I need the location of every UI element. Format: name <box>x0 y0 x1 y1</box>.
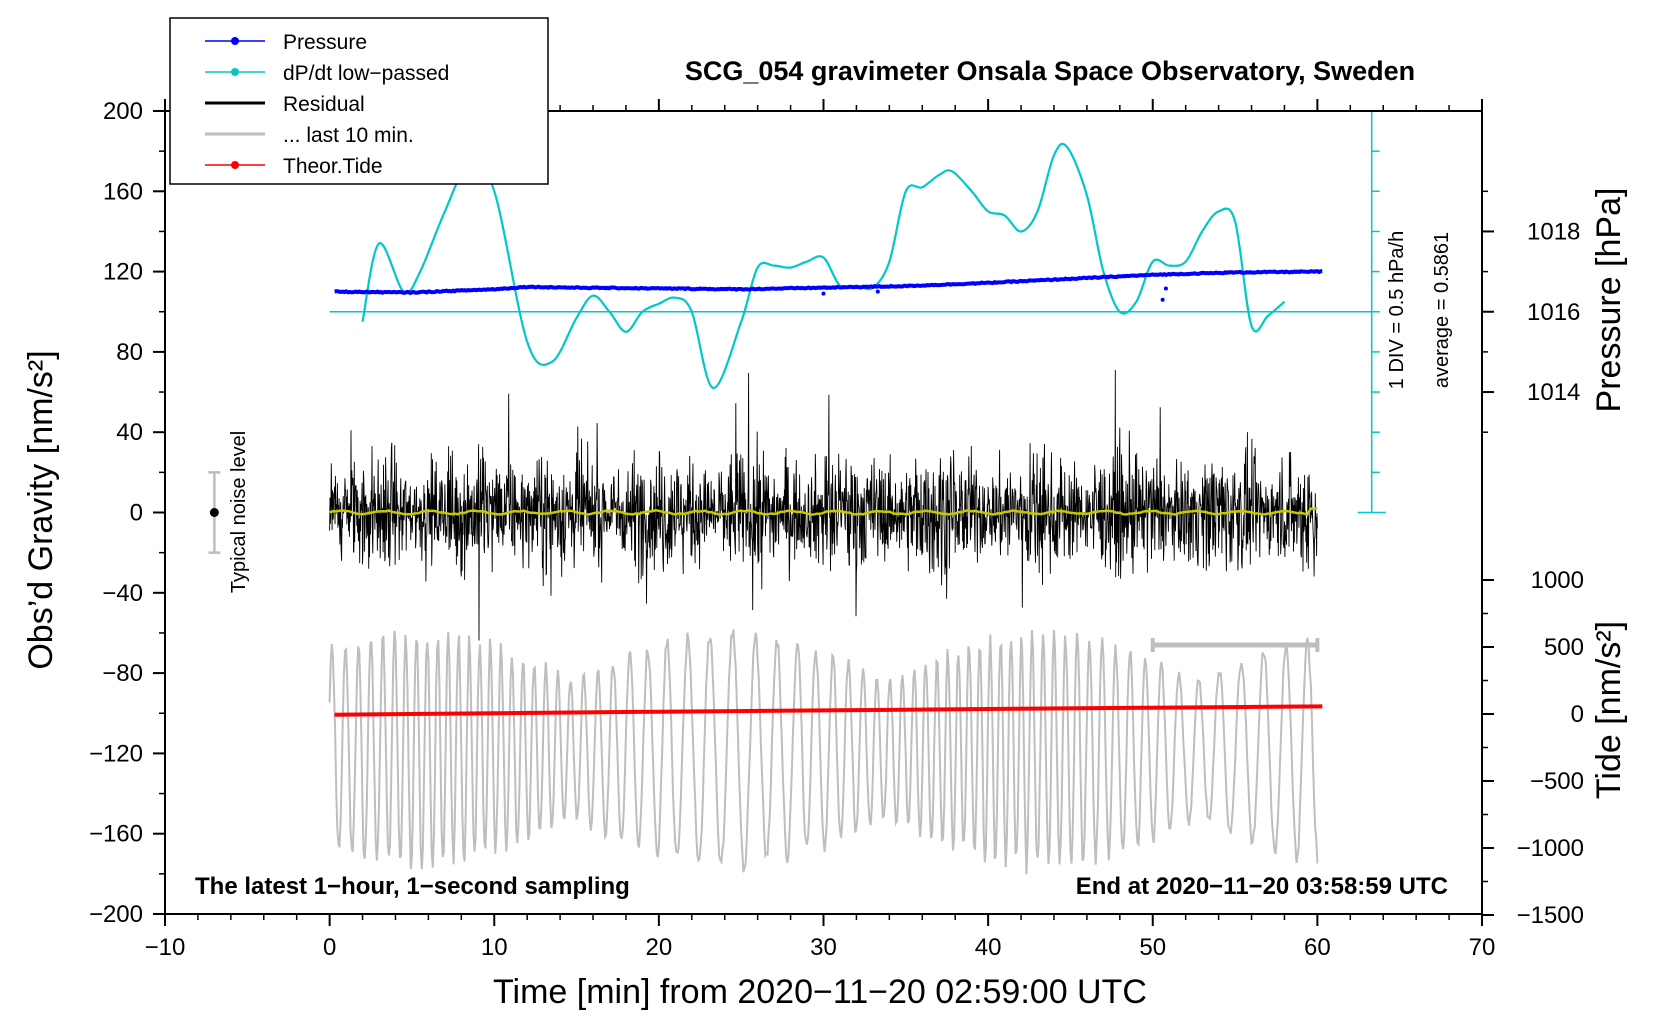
y-tick-label: 200 <box>103 98 143 125</box>
end-time-annotation: End at 2020−11−20 03:58:59 UTC <box>1076 873 1448 900</box>
legend-marker <box>231 161 239 169</box>
x-axis-title: Time [min] from 2020−11−20 02:59:00 UTC <box>493 973 1147 1011</box>
legend-label: Residual <box>283 93 365 116</box>
tide-tick-label: −1000 <box>1517 835 1584 862</box>
legend-marker <box>231 37 239 45</box>
x-tick-label: 0 <box>323 934 336 961</box>
pressure-tick-label: 1016 <box>1527 299 1580 326</box>
chart-title: SCG_054 gravimeter Onsala Space Observat… <box>685 56 1415 86</box>
y-tick-label: −40 <box>102 580 143 607</box>
y-tick-label: 120 <box>103 259 143 286</box>
tide-tick-label: 1000 <box>1531 567 1584 594</box>
tide-tick-label: 0 <box>1571 701 1584 728</box>
residual-trace <box>329 369 1318 641</box>
pressure-outlier <box>875 289 880 294</box>
tide-trace <box>334 704 1323 717</box>
legend-box <box>169 17 549 185</box>
pressure-trace <box>334 269 1323 296</box>
tide-tick-label: 500 <box>1544 634 1584 661</box>
x-tick-label: 20 <box>646 934 673 961</box>
y-tick-label: 40 <box>116 419 143 446</box>
residual-lowpass-trace <box>329 506 1318 516</box>
sampling-annotation: The latest 1−hour, 1−second sampling <box>195 873 630 900</box>
pressure-tick-label: 1014 <box>1527 379 1580 406</box>
tide-tick-label: −1500 <box>1517 902 1584 929</box>
y-tick-label: −80 <box>102 660 143 687</box>
y-tick-label: −200 <box>89 901 143 928</box>
legend-label: Theor.Tide <box>283 155 383 178</box>
y-tick-label: 160 <box>103 178 143 205</box>
x-tick-label: 40 <box>975 934 1002 961</box>
x-tick-label: 70 <box>1469 934 1496 961</box>
pressure-outlier <box>821 291 826 296</box>
y-axis-title-tide: Tide [nm/s²] <box>1590 621 1628 799</box>
y-axis-title-pressure: Pressure [hPa] <box>1590 188 1628 413</box>
y-tick-label: 80 <box>116 339 143 366</box>
y-axis-title-left: Obs’d Gravity [nm/s²] <box>22 350 60 669</box>
legend-label: ... last 10 min. <box>283 124 414 147</box>
last-10-min-trace <box>328 629 1319 875</box>
legend-label: Pressure <box>283 31 367 54</box>
average-label: average = 0.5861 <box>1431 232 1453 388</box>
pressure-outlier <box>1163 286 1168 291</box>
tide-tick-label: −500 <box>1530 768 1584 795</box>
noise-bar-dot <box>209 508 219 517</box>
div-scale-label: 1 DIV = 0.5 hPa/h <box>1386 231 1408 389</box>
legend-marker <box>231 68 239 76</box>
noise-level-label: Typical noise level <box>228 431 250 593</box>
x-tick-label: −10 <box>145 934 186 961</box>
legend-label: dP/dt low−passed <box>283 62 449 85</box>
pressure-tick-label: 1018 <box>1527 218 1580 245</box>
x-tick-label: 10 <box>481 934 508 961</box>
y-tick-label: −120 <box>89 740 143 767</box>
x-tick-label: 30 <box>810 934 837 961</box>
pressure-outlier <box>1160 297 1165 302</box>
y-tick-label: −160 <box>89 821 143 848</box>
x-tick-label: 50 <box>1139 934 1166 961</box>
y-tick-label: 0 <box>130 500 143 527</box>
x-tick-label: 60 <box>1304 934 1331 961</box>
